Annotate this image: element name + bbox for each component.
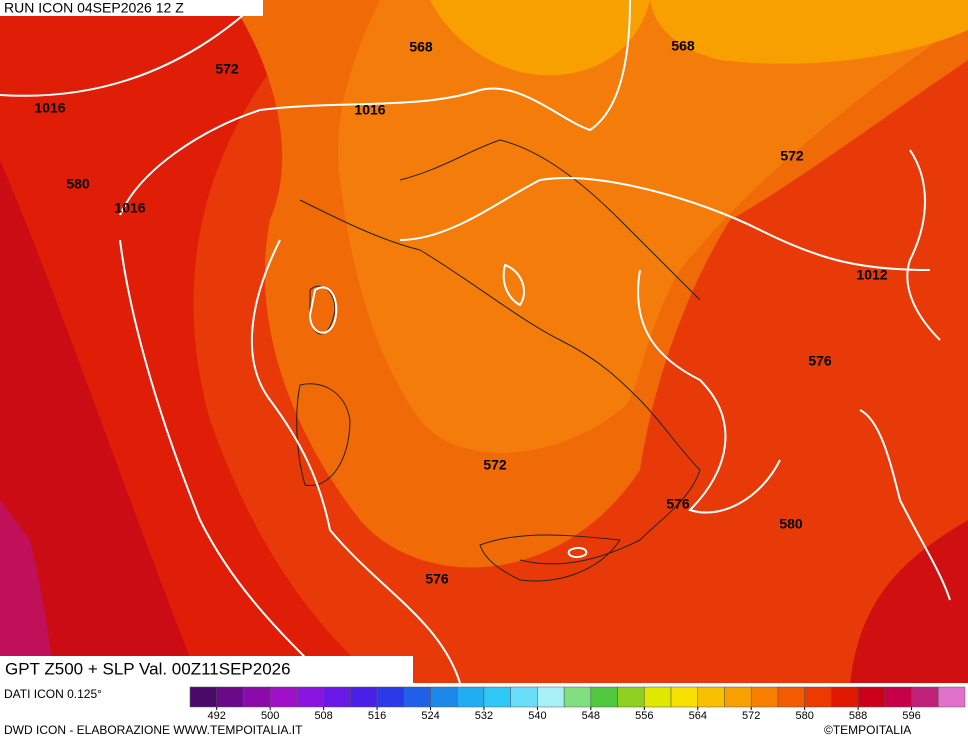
colorbar-tick-label: 516 xyxy=(368,710,386,722)
header-box xyxy=(0,0,263,16)
colorbar-swatch xyxy=(456,686,485,708)
colorbar-swatch xyxy=(403,686,431,708)
contour-label: 580 xyxy=(66,176,90,192)
run-label: RUN ICON 04SEP2026 12 Z xyxy=(4,0,184,16)
colorbar-swatch xyxy=(724,686,752,708)
title-box xyxy=(0,656,413,683)
colorbar-swatch xyxy=(697,686,725,708)
colorbar-swatch xyxy=(831,686,859,708)
colorbar-swatch xyxy=(804,686,832,708)
colorbar-tick-label: 492 xyxy=(208,710,226,722)
contour-label: 572 xyxy=(780,148,804,164)
colorbar-tick-label: 556 xyxy=(635,710,653,722)
colorbar-swatch xyxy=(269,686,298,708)
colorbar-tick-label: 580 xyxy=(795,710,813,722)
contour-label: 576 xyxy=(666,496,690,512)
colorbar-tick-label: 540 xyxy=(528,710,546,722)
contour-label: 576 xyxy=(425,571,449,587)
contour-label: 568 xyxy=(671,38,695,54)
colorbar-swatch xyxy=(376,686,405,708)
contour-label: 580 xyxy=(779,516,803,532)
map-fields xyxy=(0,0,968,683)
contour-label: 1016 xyxy=(34,100,65,116)
colorbar-swatch xyxy=(857,686,886,708)
contour-label: 1016 xyxy=(114,200,145,216)
contour-label: 1016 xyxy=(354,102,385,118)
colorbar-swatch xyxy=(617,686,645,708)
colorbar-swatch xyxy=(938,686,966,708)
colorbar-tick-label: 572 xyxy=(742,710,760,722)
colorbar: 492 500 508 516 524 532 540 548 556 564 572 580 588 5… xyxy=(189,686,966,722)
colorbar-swatch xyxy=(510,686,538,708)
contour-label: 572 xyxy=(215,61,239,77)
colorbar-swatch xyxy=(483,686,511,708)
colorbar-swatch xyxy=(430,686,458,708)
colorbar-tick-label: 548 xyxy=(582,710,600,722)
colorbar-tick-label: 508 xyxy=(314,710,332,722)
contour-label: 576 xyxy=(808,353,832,369)
colorbar-swatch xyxy=(216,686,244,708)
colorbar-tick-label: 532 xyxy=(475,710,493,722)
contour-label: 1012 xyxy=(856,267,887,283)
colorbar-swatch xyxy=(243,686,271,708)
colorbar-swatch xyxy=(777,686,805,708)
colorbar-swatch xyxy=(189,686,217,708)
colorbar-tick-label: 500 xyxy=(261,710,279,722)
colorbar-swatch xyxy=(911,686,939,708)
colorbar-swatch xyxy=(670,686,699,708)
colorbar-swatch xyxy=(750,686,779,708)
footer-source: DWD ICON - ELABORAZIONE WWW.TEMPOITALIA.… xyxy=(4,723,303,737)
colorbar-label: DATI ICON 0.125° xyxy=(4,687,102,701)
colorbar-swatch xyxy=(350,686,378,708)
colorbar-tick-label: 564 xyxy=(689,710,707,722)
colorbar-swatch xyxy=(563,686,592,708)
contour-label: 568 xyxy=(409,39,433,55)
contour-labels: 568 568 572 1016 1016 572 580 1016 1012 576 572 576… xyxy=(34,38,887,587)
colorbar-swatch xyxy=(537,686,565,708)
colorbar-swatch xyxy=(644,686,672,708)
colorbar-tick-label: 596 xyxy=(902,710,920,722)
colorbar-swatch xyxy=(296,686,324,708)
colorbar-swatch xyxy=(323,686,351,708)
isobars xyxy=(0,0,951,684)
colorbar-swatch xyxy=(590,686,618,708)
colorbar-swatch xyxy=(884,686,912,708)
footer-copyright: ©TEMPOITALIA xyxy=(824,723,911,737)
colorbar-tick-label: 524 xyxy=(421,710,439,722)
colorbar-tick-label: 588 xyxy=(849,710,867,722)
contour-label: 572 xyxy=(483,457,507,473)
map-title: GPT Z500 + SLP Val. 00Z11SEP2026 xyxy=(5,659,291,678)
